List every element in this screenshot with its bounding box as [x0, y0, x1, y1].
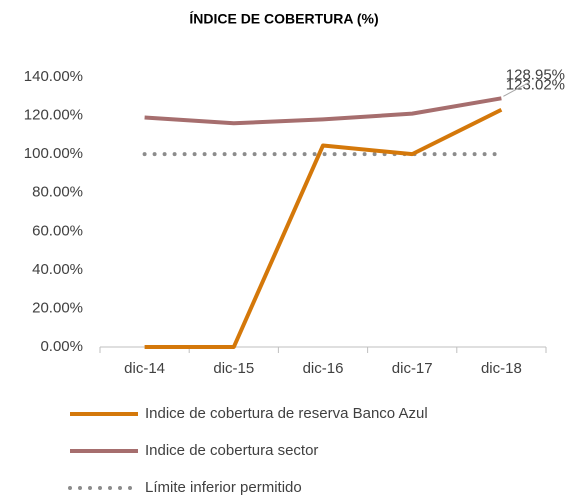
series-line — [144, 96, 502, 126]
chart-title: ÍNDICE DE COBERTURA (%) — [189, 11, 378, 27]
x-tick-label: dic-14 — [124, 360, 165, 377]
y-tick-label: 100.00% — [24, 145, 83, 162]
data-label: 128.95% — [506, 66, 565, 83]
leader-line — [503, 81, 530, 97]
x-tick-label: dic-15 — [213, 360, 254, 377]
series-line — [144, 107, 503, 349]
y-tick-label: 140.00% — [24, 68, 83, 85]
x-tick-label: dic-18 — [481, 360, 522, 377]
y-tick-label: 20.00% — [32, 299, 83, 316]
y-tick-label: 120.00% — [24, 107, 83, 124]
y-tick-label: 0.00% — [40, 338, 83, 355]
x-tick-label: dic-17 — [392, 360, 433, 377]
x-tick-label: dic-16 — [303, 360, 344, 377]
y-tick-label: 80.00% — [32, 184, 83, 201]
y-tick-label: 40.00% — [32, 261, 83, 278]
y-tick-label: 60.00% — [32, 222, 83, 239]
legend-label: Indice de cobertura sector — [145, 442, 318, 459]
legend-label: Indice de cobertura de reserva Banco Azu… — [145, 405, 428, 422]
legend-label: Límite inferior permitido — [145, 479, 302, 496]
data-label: 123.02% — [506, 77, 565, 94]
